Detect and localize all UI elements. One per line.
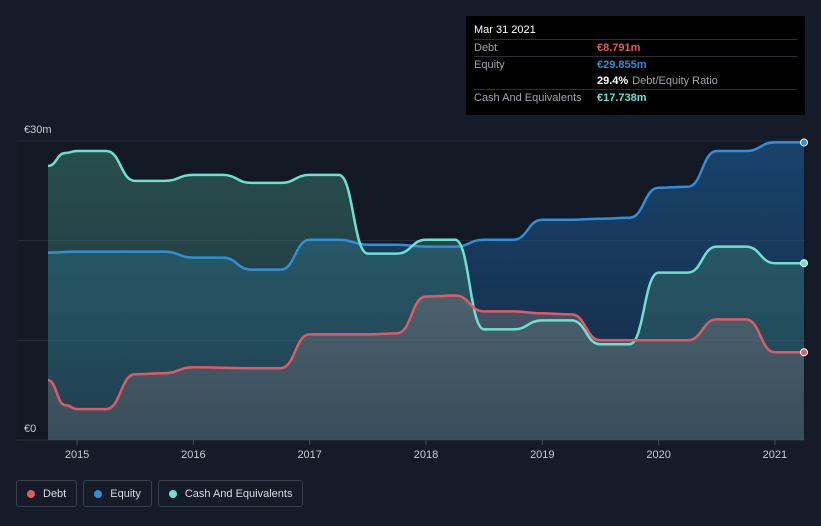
debt-line <box>47 294 804 411</box>
tooltip-cash-value: €17.738m <box>597 92 647 104</box>
series-lines <box>47 141 804 411</box>
cash-end-marker <box>800 259 808 268</box>
cash-line <box>47 149 804 346</box>
x-tick-label: 2018 <box>414 449 438 461</box>
debt-dot-icon <box>27 489 35 498</box>
legend-equity-label: Equity <box>110 487 141 500</box>
legend-item-cash[interactable]: Cash And Equivalents <box>157 480 304 507</box>
tooltip-ratio-label: Debt/Equity Ratio <box>632 75 718 87</box>
legend-item-debt[interactable]: Debt <box>16 480 78 507</box>
equity-dot-icon <box>94 489 103 498</box>
y-tick-label: €0 <box>24 423 36 435</box>
legend-cash-label: Cash And Equivalents <box>184 487 293 500</box>
y-tick-label: €30m <box>24 124 52 136</box>
tooltip-date: Mar 31 2021 <box>474 24 536 36</box>
tooltip-equity-value: €29.855m <box>597 59 647 71</box>
x-tick-label: 2021 <box>763 449 787 461</box>
tooltip-debt-value: €8.791m <box>597 42 641 54</box>
x-tick-label: 2020 <box>646 449 670 461</box>
x-axis: 2015 2016 2017 2018 2019 2020 2021 <box>65 440 787 461</box>
tooltip-cash-label: Cash And Equivalents <box>474 92 582 104</box>
tooltip-row-equity: Equity €29.855m <box>474 56 797 73</box>
x-tick-label: 2017 <box>297 449 321 461</box>
equity-line <box>47 141 804 271</box>
tooltip-debt-label: Debt <box>474 42 498 54</box>
end-markers <box>800 138 808 357</box>
data-tooltip: Mar 31 2021 Debt €8.791m Equity €29.855m… <box>466 16 805 115</box>
tooltip-row-debt: Debt €8.791m <box>474 39 797 56</box>
debt-area <box>48 295 804 440</box>
x-tick-label: 2015 <box>65 449 89 461</box>
x-tick-label: 2016 <box>181 449 205 461</box>
tooltip-equity-label: Equity <box>474 59 505 71</box>
cash-dot-icon <box>168 489 177 498</box>
tooltip-row-ratio: 29.4% Debt/Equity Ratio <box>474 73 797 89</box>
y-axis: €0 €30m <box>24 124 52 435</box>
x-tick-label: 2019 <box>530 449 554 461</box>
tooltip-ratio-value: 29.4% <box>597 75 629 87</box>
equity-end-marker <box>800 138 808 147</box>
legend-item-equity[interactable]: Equity <box>83 480 152 507</box>
chart-legend: Debt Equity Cash And Equivalents <box>16 480 309 507</box>
debt-end-marker <box>800 348 808 357</box>
legend-debt-label: Debt <box>43 487 67 500</box>
tooltip-row-cash: Cash And Equivalents €17.738m <box>474 89 797 106</box>
